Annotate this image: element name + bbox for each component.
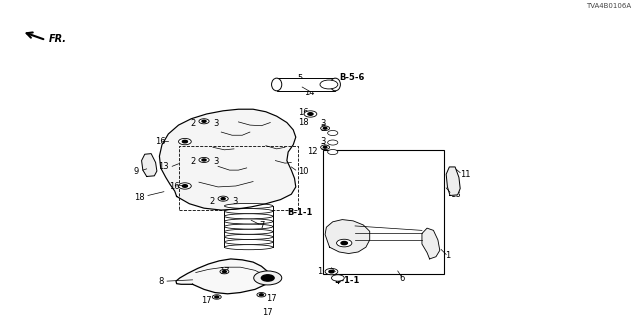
Text: 14: 14 [275,80,285,89]
Circle shape [179,139,191,145]
Text: B-1-1: B-1-1 [334,276,360,285]
Polygon shape [446,167,460,196]
Ellipse shape [225,209,273,214]
Circle shape [304,111,317,117]
Circle shape [328,131,338,136]
Text: 9: 9 [133,167,138,176]
Text: B-5-6: B-5-6 [339,73,365,82]
Text: 2: 2 [320,124,325,133]
Text: 16: 16 [155,137,166,146]
Text: 17: 17 [262,308,273,317]
Text: 13: 13 [157,163,168,172]
Circle shape [341,242,348,245]
Text: 16: 16 [169,182,180,191]
Text: 5: 5 [298,74,303,83]
Circle shape [179,183,191,189]
Text: 1: 1 [445,251,450,260]
Text: 14: 14 [305,88,315,97]
Ellipse shape [225,245,273,250]
Polygon shape [141,154,157,176]
Ellipse shape [225,234,273,239]
Circle shape [328,140,338,145]
Text: 2: 2 [210,197,215,206]
Circle shape [223,271,227,273]
Polygon shape [325,220,370,253]
Text: 16: 16 [317,267,328,276]
Circle shape [320,80,338,89]
Text: 2: 2 [191,119,196,128]
Circle shape [215,296,219,298]
Ellipse shape [225,204,273,209]
Text: 6: 6 [399,275,404,284]
FancyBboxPatch shape [323,150,444,274]
Text: 3: 3 [213,157,218,166]
Text: 3: 3 [320,119,325,128]
Circle shape [202,159,206,161]
Text: 3: 3 [232,197,237,206]
Text: 18: 18 [134,193,145,202]
Circle shape [202,120,206,122]
Text: 3: 3 [320,137,325,146]
Text: 7: 7 [259,221,265,230]
Ellipse shape [225,224,273,229]
Circle shape [182,185,188,187]
Text: 2: 2 [191,157,196,166]
Polygon shape [176,259,270,294]
Text: 11: 11 [460,170,470,179]
Polygon shape [422,228,440,259]
Ellipse shape [271,78,282,91]
Text: 18: 18 [298,118,308,127]
Polygon shape [159,109,296,210]
Text: 18: 18 [450,190,461,199]
Circle shape [329,270,334,273]
Ellipse shape [225,219,273,224]
Text: 16: 16 [298,108,308,117]
Circle shape [199,119,209,124]
Ellipse shape [225,214,273,219]
Ellipse shape [330,78,340,91]
Circle shape [212,295,221,299]
Text: 17: 17 [266,294,276,303]
Text: 8: 8 [159,276,164,286]
Circle shape [337,239,352,247]
Circle shape [323,146,327,148]
Circle shape [199,157,209,163]
Text: FR.: FR. [49,35,67,44]
Ellipse shape [225,239,273,244]
Text: 10: 10 [298,167,308,176]
Text: 15: 15 [342,245,353,254]
Circle shape [257,292,266,297]
Circle shape [325,268,338,275]
Circle shape [253,271,282,285]
FancyBboxPatch shape [276,78,335,91]
Circle shape [182,140,188,143]
Circle shape [328,149,338,155]
Circle shape [321,145,330,149]
Text: 3: 3 [213,119,218,128]
Circle shape [261,275,274,281]
Ellipse shape [225,229,273,234]
Text: 12: 12 [307,147,317,156]
Text: 2: 2 [320,143,325,152]
Circle shape [218,196,228,201]
Text: TVA4B0106A: TVA4B0106A [586,3,631,9]
Text: 17: 17 [220,267,230,276]
Circle shape [308,113,313,115]
Circle shape [259,294,263,296]
Circle shape [221,198,225,200]
Circle shape [220,269,229,274]
Text: 17: 17 [201,296,212,305]
Circle shape [332,275,344,281]
Circle shape [321,126,330,131]
Text: B-1-1: B-1-1 [287,208,312,217]
Circle shape [323,127,327,129]
